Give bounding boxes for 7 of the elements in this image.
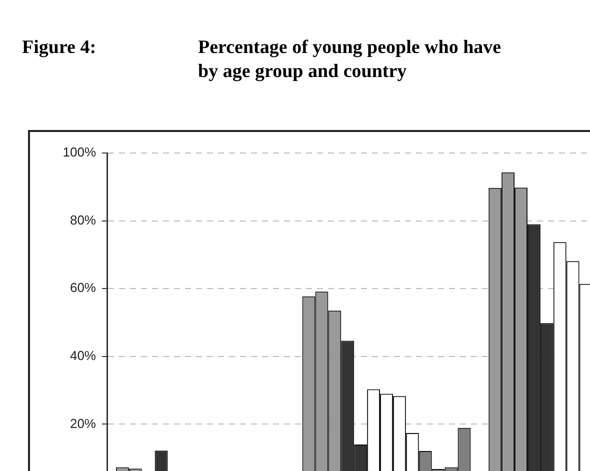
y-tick-label: 100% bbox=[62, 144, 96, 160]
y-tick-label: 20% bbox=[70, 416, 96, 431]
y-tick-label: 80% bbox=[70, 212, 96, 228]
chart-title: Percentage of young people who have by age group and country bbox=[198, 36, 502, 84]
y-tick-label: 40% bbox=[70, 348, 96, 363]
caption: Figure 4: bbox=[22, 36, 96, 60]
y-tick-label: 60% bbox=[70, 280, 96, 296]
